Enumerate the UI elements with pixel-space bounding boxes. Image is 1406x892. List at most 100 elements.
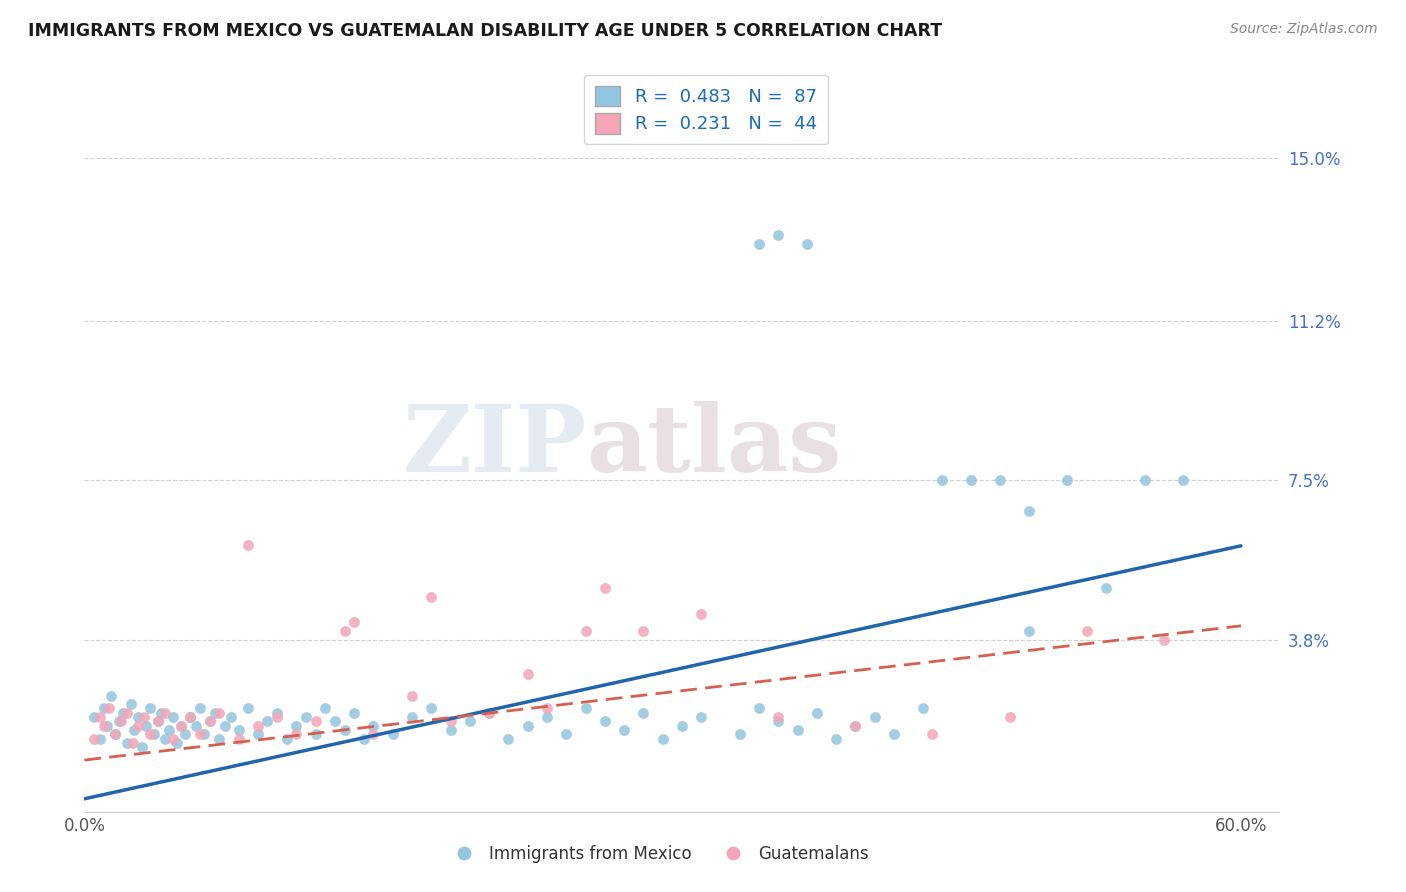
Point [633, 624, 655, 638]
Point [536, 701, 558, 715]
Point [124, 723, 146, 737]
Point [305, 727, 328, 741]
Point [150, 706, 173, 720]
Point [157, 723, 180, 737]
Point [863, 710, 886, 724]
Point [1171, 474, 1194, 488]
Point [139, 701, 162, 715]
Point [162, 731, 184, 746]
Point [305, 714, 328, 729]
Point [108, 714, 131, 729]
Point [825, 731, 848, 746]
Point [132, 710, 156, 724]
Point [104, 727, 127, 741]
Point [323, 714, 346, 729]
Point [186, 719, 208, 733]
Point [111, 706, 134, 720]
Point [343, 615, 366, 630]
Point [806, 706, 828, 720]
Point [155, 706, 177, 720]
Point [155, 731, 177, 746]
Point [536, 710, 558, 724]
Point [127, 710, 149, 724]
Point [343, 706, 366, 720]
Legend: Immigrants from Mexico, Guatemalans: Immigrants from Mexico, Guatemalans [440, 838, 876, 869]
Point [146, 714, 169, 729]
Point [1056, 474, 1078, 488]
Point [516, 667, 538, 681]
Point [208, 731, 231, 746]
Point [401, 689, 423, 703]
Point [690, 710, 713, 724]
Point [768, 714, 790, 729]
Point [170, 719, 193, 733]
Point [363, 727, 385, 741]
Point [93, 701, 115, 715]
Point [115, 706, 138, 720]
Point [246, 719, 269, 733]
Point [314, 701, 336, 715]
Point [593, 581, 616, 595]
Point [353, 731, 375, 746]
Point [131, 740, 153, 755]
Point [439, 723, 461, 737]
Point [127, 719, 149, 733]
Point [198, 714, 221, 729]
Point [285, 719, 308, 733]
Point [246, 727, 269, 741]
Point [555, 727, 578, 741]
Point [883, 727, 905, 741]
Point [188, 701, 211, 715]
Point [333, 624, 356, 638]
Point [911, 701, 934, 715]
Point [844, 719, 866, 733]
Point [104, 727, 127, 741]
Point [786, 723, 808, 737]
Point [100, 689, 122, 703]
Point [401, 710, 423, 724]
Point [173, 727, 195, 741]
Point [219, 710, 242, 724]
Point [162, 710, 184, 724]
Point [998, 710, 1021, 724]
Point [498, 731, 520, 746]
Point [748, 236, 770, 251]
Point [238, 538, 260, 552]
Point [146, 714, 169, 729]
Point [204, 706, 226, 720]
Point [142, 727, 165, 741]
Point [179, 710, 201, 724]
Point [921, 727, 943, 741]
Point [363, 719, 385, 733]
Text: Source: ZipAtlas.com: Source: ZipAtlas.com [1230, 22, 1378, 37]
Point [1018, 624, 1040, 638]
Point [931, 474, 953, 488]
Point [988, 474, 1011, 488]
Point [333, 723, 356, 737]
Point [89, 710, 111, 724]
Text: ZIP: ZIP [402, 401, 586, 491]
Point [651, 731, 673, 746]
Point [478, 706, 501, 720]
Point [256, 714, 278, 729]
Point [420, 590, 443, 604]
Point [89, 731, 111, 746]
Point [574, 624, 596, 638]
Point [1076, 624, 1098, 638]
Point [748, 701, 770, 715]
Point [228, 731, 250, 746]
Point [228, 723, 250, 737]
Point [193, 727, 215, 741]
Point [179, 710, 201, 724]
Text: atlas: atlas [586, 401, 842, 491]
Point [214, 719, 236, 733]
Point [768, 710, 790, 724]
Point [633, 706, 655, 720]
Point [1095, 581, 1118, 595]
Point [83, 710, 105, 724]
Point [381, 727, 404, 741]
Point [208, 706, 231, 720]
Point [458, 714, 481, 729]
Point [198, 714, 221, 729]
Point [593, 714, 616, 729]
